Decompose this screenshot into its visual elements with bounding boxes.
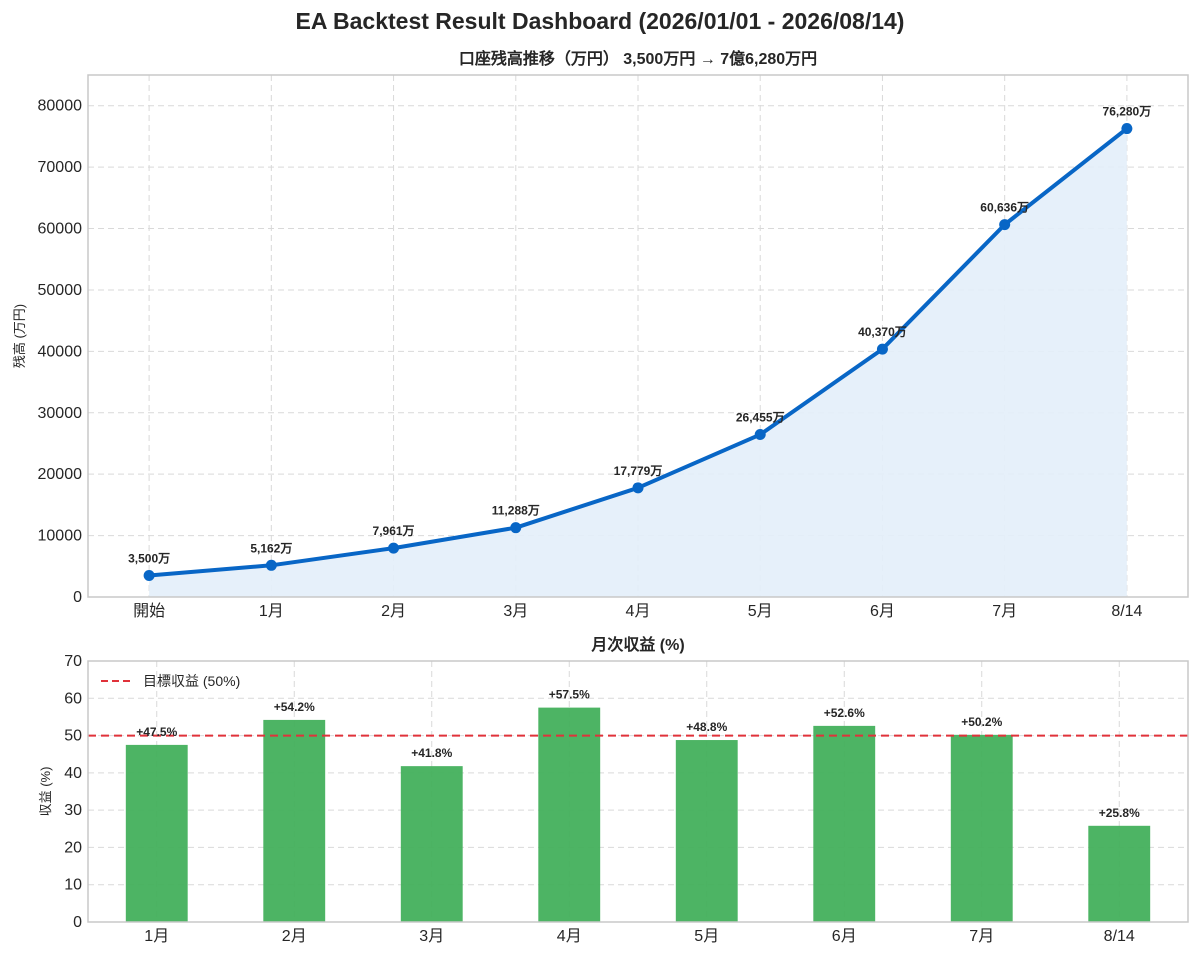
balance-y-tick-label: 80000 [38, 98, 83, 115]
return-x-tick-label: 2月 [282, 928, 307, 945]
balance-x-tick-label: 1月 [259, 603, 284, 620]
balance-point [876, 343, 888, 355]
return-x-tick-label: 8/14 [1104, 928, 1135, 945]
return-y-tick-label: 10 [64, 877, 82, 894]
balance-y-tick-label: 10000 [38, 528, 83, 545]
balance-x-tick-label: 6月 [870, 603, 895, 620]
balance-y-tick-label: 0 [73, 589, 82, 606]
return-y-tick-label: 70 [64, 653, 82, 670]
return-y-tick-label: 0 [73, 914, 82, 931]
balance-point [510, 522, 522, 534]
balance-x-tick-label: 5月 [748, 603, 773, 620]
balance-y-axis-label: 残高 (万円) [12, 304, 27, 368]
balance-y-tick-label: 60000 [38, 221, 83, 238]
return-data-label: +57.5% [549, 688, 590, 702]
return-bar [1088, 825, 1151, 922]
balance-chart-title: 口座残高推移（万円） 3,500万円 → 7億6,280万円 [459, 49, 817, 68]
balance-x-tick-label: 8/14 [1111, 603, 1142, 620]
return-bar [538, 707, 601, 922]
return-bar [125, 744, 188, 922]
balance-point [1121, 123, 1133, 135]
return-x-tick-label: 6月 [832, 928, 857, 945]
return-x-tick-label: 7月 [969, 928, 994, 945]
balance-y-tick-label: 20000 [38, 466, 83, 483]
balance-point [265, 559, 277, 571]
return-data-label: +54.2% [274, 700, 315, 714]
monthly-return-chart: +47.5% +54.2% +41.8% +57.5% +48.8% +52.6% +50.… [38, 635, 1189, 945]
return-data-label: +50.2% [961, 715, 1002, 729]
page-title: EA Backtest Result Dashboard (2026/01/01… [295, 8, 905, 34]
balance-y-tick-label: 50000 [38, 282, 83, 299]
balance-point [143, 570, 155, 582]
return-data-label: +48.8% [686, 720, 727, 734]
return-data-label: +41.8% [411, 746, 452, 760]
return-bar [813, 725, 876, 922]
return-bar [675, 740, 738, 922]
return-chart-title: 月次収益 (%) [590, 635, 684, 654]
return-y-tick-label: 40 [64, 765, 82, 782]
balance-point [754, 429, 766, 441]
return-x-tick-label: 4月 [557, 928, 582, 945]
return-y-tick-label: 50 [64, 728, 82, 745]
return-data-label: +52.6% [824, 706, 865, 720]
balance-data-label: 7,961万 [373, 524, 415, 538]
return-data-label: +47.5% [136, 725, 177, 739]
balance-data-label: 76,280万 [1103, 105, 1152, 119]
balance-point [632, 482, 644, 494]
balance-area [149, 128, 1127, 597]
return-plot-frame [87, 660, 1189, 923]
return-x-tick-label: 5月 [694, 928, 719, 945]
return-y-tick-label: 30 [64, 802, 82, 819]
balance-plot-frame [87, 74, 1189, 598]
balance-data-label: 17,779万 [614, 464, 663, 478]
return-y-tick-label: 20 [64, 839, 82, 856]
return-bar [400, 766, 463, 922]
balance-chart: 3,500万 5,162万 7,961万 11,288万 17,779万 26,455万 4… [12, 49, 1189, 620]
return-y-axis-label: 収益 (%) [38, 767, 53, 817]
return-x-tick-label: 3月 [419, 928, 444, 945]
return-bar [263, 719, 326, 922]
balance-data-label: 5,162万 [250, 541, 292, 555]
return-y-tick-label: 60 [64, 690, 82, 707]
return-plot-area [88, 661, 1188, 922]
balance-point [388, 542, 400, 554]
return-data-label: +25.8% [1099, 806, 1140, 820]
legend-target-label: 目標収益 (50%) [143, 673, 240, 689]
balance-data-label: 40,370万 [858, 325, 907, 339]
balance-data-label: 11,288万 [492, 504, 540, 518]
balance-data-label: 26,455万 [736, 411, 785, 425]
balance-x-tick-label: 2月 [381, 603, 406, 620]
balance-y-tick-label: 30000 [38, 405, 83, 422]
balance-point [999, 219, 1011, 231]
balance-y-tick-label: 40000 [38, 343, 83, 360]
balance-x-tick-label: 開始 [133, 602, 165, 620]
return-x-tick-label: 1月 [144, 928, 169, 945]
balance-data-label: 3,500万 [128, 552, 170, 566]
balance-x-tick-label: 4月 [626, 603, 651, 620]
balance-data-label: 60,636万 [980, 201, 1029, 215]
balance-y-tick-label: 70000 [38, 159, 83, 176]
balance-x-tick-label: 7月 [992, 603, 1017, 620]
return-legend: 目標収益 (50%) [101, 673, 240, 689]
balance-x-tick-label: 3月 [503, 603, 528, 620]
return-bar [950, 734, 1013, 922]
